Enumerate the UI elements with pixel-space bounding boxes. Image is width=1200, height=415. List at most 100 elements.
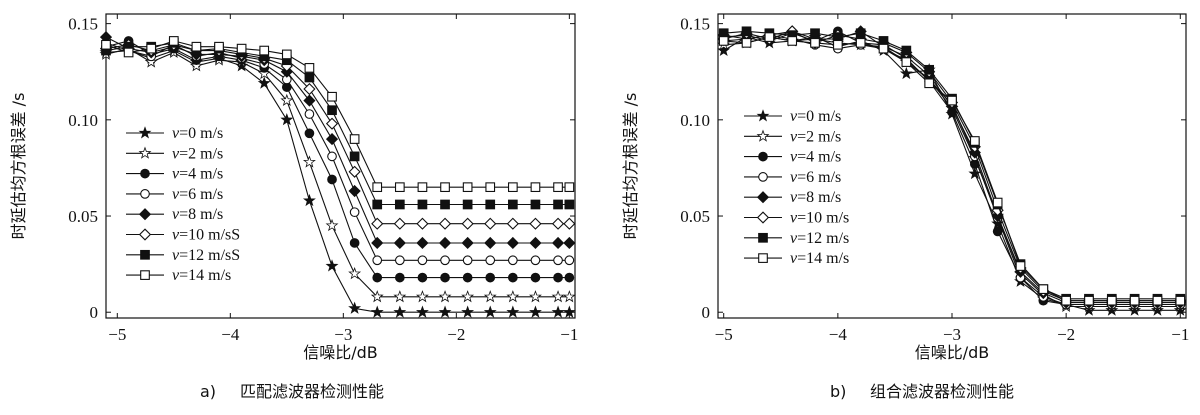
data-point [485, 199, 496, 210]
data-point [1152, 295, 1163, 306]
data-point [901, 57, 912, 67]
data-point [553, 272, 563, 283]
data-point [564, 199, 575, 210]
data-point [810, 38, 820, 48]
legend-label: v=6 m/s [172, 186, 223, 203]
legend: v=0 m/s v=2 m/s v=4 m/s v=6 m/s v=8 m/s v=10 … [120, 121, 255, 292]
legend-label: v=14 m/s [172, 267, 231, 284]
data-point [483, 290, 497, 303]
legend-label: v=2 m/s [790, 128, 841, 145]
legend-marker [758, 232, 768, 243]
data-point [280, 113, 294, 126]
data-point [563, 236, 576, 250]
data-point [506, 217, 519, 230]
legend-label: v=10 m/sS [172, 227, 240, 244]
data-point [417, 199, 428, 210]
data-point [394, 199, 405, 210]
data-point [1106, 295, 1117, 306]
data-point [563, 217, 576, 230]
data-point [372, 272, 383, 283]
data-point [393, 290, 407, 303]
legend-label: v=14 m/s [790, 250, 849, 267]
data-point [507, 199, 518, 210]
data-point [370, 290, 384, 303]
legend-label: v=8 m/s [790, 189, 841, 206]
legend-label: v=6 m/s [790, 169, 841, 186]
data-point [553, 182, 563, 193]
y-tick-label: 0.10 [680, 111, 710, 130]
data-point [1151, 303, 1164, 316]
chart-panel-a: −5 −4 −3 −2 −1 0 0.05 0.10 0.15 v=0 m/s v=2 m/s v=4… [9, 13, 578, 401]
data-point [564, 272, 575, 283]
data-point [461, 217, 474, 230]
data-point [924, 64, 935, 75]
data-point [530, 182, 541, 193]
data-point [325, 259, 339, 272]
legend-marker [138, 228, 152, 241]
data-point [992, 197, 1003, 208]
legend-marker [756, 191, 770, 204]
data-point [415, 305, 429, 318]
y-tick-label: 0.15 [68, 15, 98, 34]
x-tick-label: −4 [829, 325, 848, 344]
x-tick-label: −3 [943, 325, 961, 344]
data-point [417, 255, 428, 266]
series-line [105, 40, 570, 279]
y-tick-label: 0.10 [68, 111, 98, 130]
data-point [969, 136, 980, 146]
data-point [349, 151, 360, 162]
data-point [393, 305, 407, 318]
data-point [416, 217, 429, 230]
x-tick-label: −1 [560, 325, 578, 344]
data-point [191, 41, 202, 52]
data-point [394, 182, 405, 193]
data-point [417, 272, 428, 283]
x-tick-label: −2 [1057, 325, 1075, 344]
data-point [259, 45, 270, 56]
data-point [530, 199, 541, 210]
data-point [462, 182, 473, 193]
data-point [462, 199, 473, 210]
data-point [833, 39, 843, 50]
legend-bg [738, 104, 873, 275]
data-point [416, 236, 429, 250]
y-tick-label: 0 [702, 303, 711, 322]
y-tick-label: 0.15 [680, 15, 710, 34]
data-point [741, 38, 752, 48]
data-point [304, 109, 315, 119]
legend-marker [756, 129, 770, 142]
x-axis-label: 信噪比/dB [915, 343, 990, 362]
data-point [529, 217, 542, 230]
data-point [393, 217, 406, 230]
data-point [438, 290, 452, 303]
data-point [562, 290, 576, 303]
legend-label: v=4 m/s [172, 166, 223, 183]
legend: v=0 m/s v=2 m/s v=4 m/s v=6 m/s v=8 m/s v=10 … [738, 104, 873, 275]
data-point [1173, 303, 1187, 316]
data-point [551, 305, 565, 318]
data-point [417, 182, 428, 193]
data-point [327, 105, 337, 116]
series-line [105, 48, 570, 298]
data-point [440, 272, 450, 283]
data-point [325, 218, 339, 232]
data-point [348, 266, 362, 280]
series-v-4-m-s [101, 36, 575, 283]
data-point [327, 174, 337, 185]
legend-marker [140, 189, 150, 199]
data-point [461, 236, 474, 250]
data-point [371, 217, 384, 230]
data-point [415, 290, 429, 303]
data-point [393, 236, 406, 250]
data-point [553, 255, 563, 266]
data-point [462, 255, 473, 266]
data-point [810, 28, 820, 39]
data-point [304, 72, 315, 83]
data-point [302, 155, 316, 168]
data-point [257, 76, 271, 89]
data-point [327, 91, 337, 102]
data-point [1128, 303, 1142, 316]
data-point [485, 255, 496, 266]
data-point [485, 182, 496, 193]
data-point [1175, 295, 1186, 306]
